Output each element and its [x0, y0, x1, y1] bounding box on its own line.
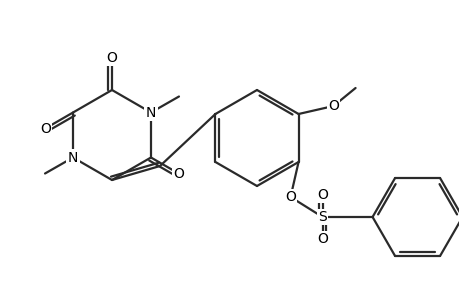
Text: O: O — [327, 99, 338, 113]
Text: O: O — [316, 188, 327, 202]
Text: N: N — [146, 106, 156, 119]
Text: O: O — [316, 232, 327, 246]
Text: O: O — [40, 122, 50, 136]
Text: S: S — [318, 210, 326, 224]
Text: O: O — [106, 51, 117, 65]
Text: N: N — [67, 151, 78, 164]
Text: O: O — [173, 167, 184, 181]
Text: O: O — [285, 190, 295, 204]
